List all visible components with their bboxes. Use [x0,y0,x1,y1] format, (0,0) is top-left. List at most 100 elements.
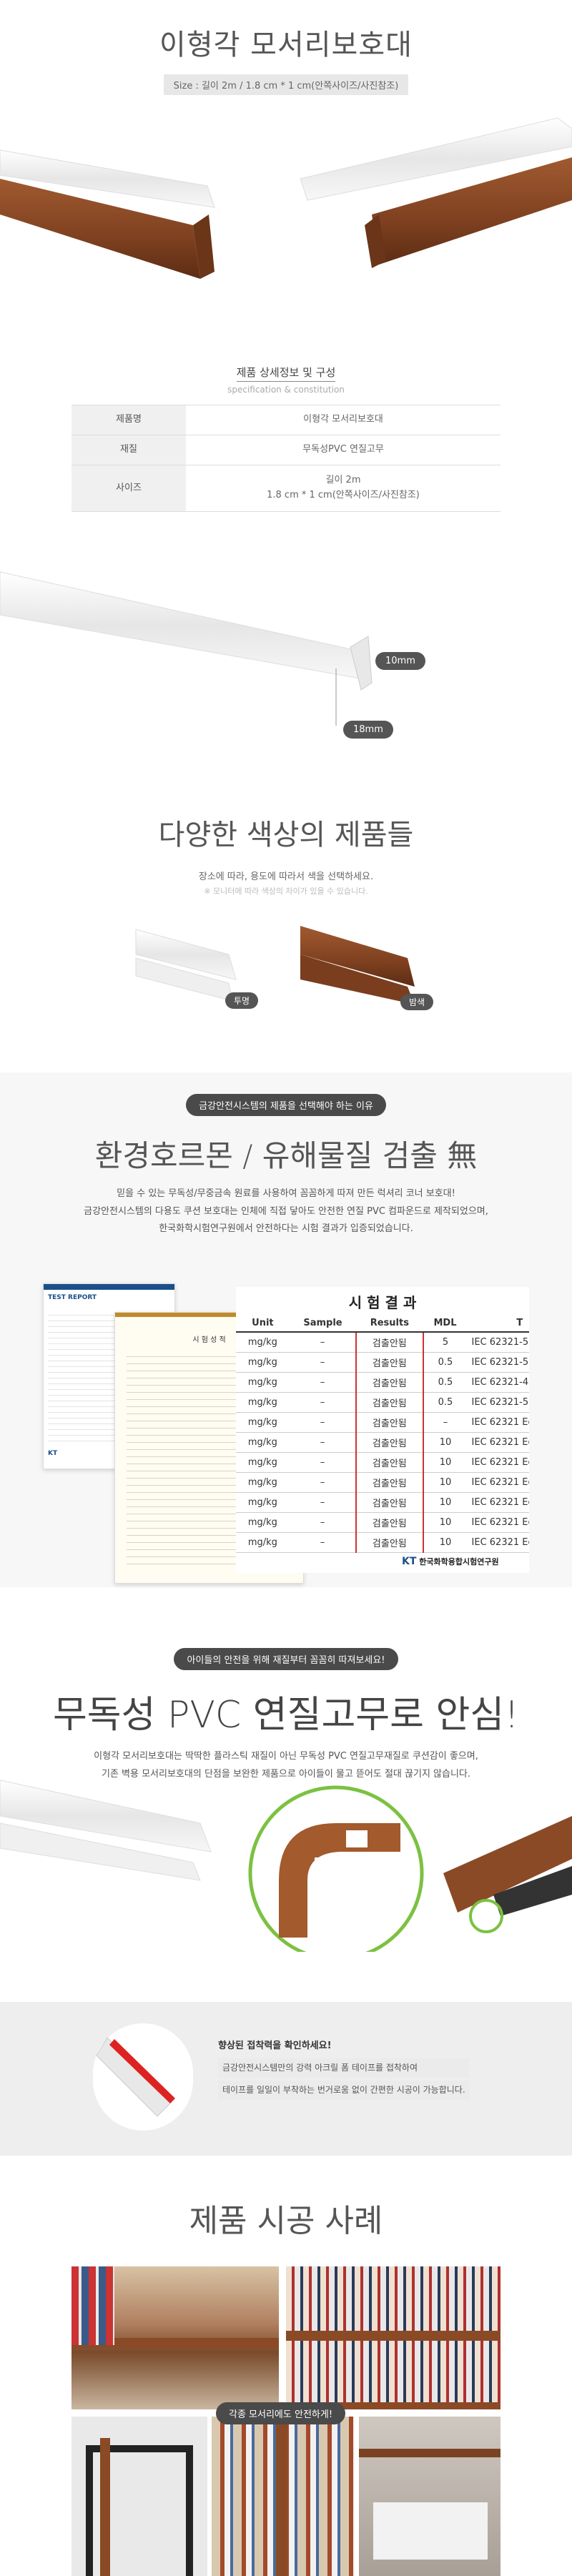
cell-unit: mg/kg [236,1532,290,1553]
case-photo-bookcase [286,2266,500,2409]
spec-table: 제품명 이형각 모서리보호대 재질 무독성PVC 연질고무 사이즈 길이 2m … [72,405,500,513]
cell-sample: – [289,1452,357,1473]
cell-unit: mg/kg [236,1492,290,1513]
color-label-brown: 밤색 [400,994,434,1010]
case-photo-shelf [72,2266,279,2409]
cell-mdl: – [423,1412,468,1433]
cell-result: 검출안됨 [355,1392,424,1413]
dimension-strip-image [0,571,373,726]
cell-sample: – [289,1412,357,1433]
kt-logo-text: 한국화학융합시험연구원 [419,1557,499,1566]
cell-standard: IEC 62321 Ed. [467,1432,529,1453]
safety-section: 아이들의 안전을 위해 재질부터 꼼꼼히 따져보세요! 무독성 PVC 연질고무… [0,1648,572,1783]
kt-logo-mark: KT [402,1556,417,1567]
table-row: mg/kg–검출안됨–IEC 62321 Ed. [236,1412,529,1433]
cell-unit: mg/kg [236,1392,290,1413]
width-label: 10mm [375,652,425,670]
cell-mdl: 0.5 [423,1392,468,1413]
cases-title: 제품 시공 사례 [189,2203,383,2239]
doc-footer-logo: KT [48,1450,58,1457]
cases-tag: 각종 모서리에도 안전하게! [216,2402,346,2424]
environment-line: 금강안전시스템의 다용도 쿠션 보호대는 인체에 직접 닿아도 안전한 연질 P… [84,1205,488,1217]
spec-key: 재질 [72,434,186,465]
safety-line: 기존 벽용 모서리보호대의 단점을 보완한 제품으로 아이들이 물고 뜯어도 절… [101,1768,471,1780]
hero-image [0,100,572,315]
adhesive-section: 향상된 접착력을 확인하세요! 금강안전시스템만의 강력 아크릴 폼 테이프를 … [0,2002,572,2156]
cell-mdl: 5 [423,1332,468,1353]
cell-sample: – [289,1532,357,1553]
cell-standard: IEC 62321 Ed. [467,1512,529,1533]
doc-header: TEST REPORT [48,1294,97,1301]
product-strips-image [0,117,572,279]
column-header: MDL [423,1315,468,1333]
cell-result: 검출안됨 [355,1532,424,1553]
table-header-row: Unit Sample Results MDL T [236,1315,529,1333]
cell-result: 검출안됨 [355,1432,424,1453]
cell-result: 검출안됨 [355,1452,424,1473]
cell-standard: IEC 62321-4 E [467,1372,529,1393]
cell-sample: – [289,1432,357,1453]
colors-subtitle: 장소에 따라, 용도에 따라서 색을 선택하세요. [198,872,374,882]
cell-standard: IEC 62321-5 E [467,1392,529,1413]
column-header: Unit [236,1315,290,1333]
adhesive-text: 향상된 접착력을 확인하세요! 금강안전시스템만의 강력 아크릴 폼 테이프를 … [218,2038,470,2100]
spec-heading: 제품 상세정보 및 구성 [236,365,336,382]
color-sample-image [135,926,415,1005]
colors-title: 다양한 색상의 제품들 [158,819,414,852]
kt-logo: KT 한국화학융합시험연구원 [402,1556,499,1567]
adhesive-line: 테이프를 일일이 부착하는 번거로움 없이 간편한 시공이 가능합니다. [218,2080,470,2100]
header: 이형각 모서리보호대 Size : 길이 2m / 1.8 cm * 1 cm(… [0,21,572,95]
environment-line: 믿을 수 있는 무독성/무중금속 원료를 사용하여 꼼꼼하게 따져 만든 럭셔리… [117,1188,455,1199]
cell-unit: mg/kg [236,1332,290,1353]
cell-mdl: 0.5 [423,1372,468,1393]
cell-sample: – [289,1332,357,1353]
spec-value: 길이 2m 1.8 cm * 1 cm(안쪽사이즈/사진참조) [186,464,500,513]
cell-sample: – [289,1512,357,1533]
spec-value: 무독성PVC 연질고무 [186,434,500,465]
cell-result: 검출안됨 [355,1352,424,1373]
page-title: 이형각 모서리보호대 [159,29,413,61]
cell-sample: – [289,1472,357,1493]
cell-sample: – [289,1352,357,1373]
adhesive-line: 금강안전시스템만의 강력 아크릴 폼 테이프를 접착하여 [218,2058,470,2078]
cell-unit: mg/kg [236,1472,290,1493]
results-panel: 시 험 결 과 Unit Sample Results MDL T mg/kg –… [236,1287,529,1573]
cell-standard: IEC 62321 Ed. [467,1472,529,1493]
cross-section-image [0,1780,572,1961]
cell-standard: IEC 62321-5 E [467,1332,529,1353]
spec-heading-en: specification & constitution [227,385,345,395]
safety-image [0,1773,572,1961]
environment-line: 한국화학시험연구원에서 안전하다는 시험 결과가 입증되었습니다. [159,1223,413,1235]
adhesive-product-image [93,2023,193,2131]
results-table: Unit Sample Results MDL T mg/kg – 검출안됨 5 IEC… [236,1315,529,1553]
spec-key: 제품명 [72,405,186,435]
cell-mdl: 10 [423,1492,468,1513]
safety-tag: 아이들의 안전을 위해 재질부터 꼼꼼히 따져보세요! [174,1648,398,1670]
color-swatches: 투명 밤색 [0,915,572,1022]
cell-standard: IEC 62321 Ed. [467,1532,529,1553]
spec-section: 제품 상세정보 및 구성 specification & constitutio… [0,365,572,513]
safety-title: 무독성 PVC 연질고무로 안심! [52,1694,520,1737]
cell-result: 검출안됨 [355,1512,424,1533]
cell-standard: IEC 62321 Ed. [467,1492,529,1513]
column-header: Results [356,1315,423,1333]
cell-result: 검출안됨 [355,1412,424,1433]
spec-key: 사이즈 [72,464,186,513]
safety-line: 이형각 모서리보호대는 딱딱한 플라스틱 재질이 아닌 무독성 PVC 연질고무… [94,1751,478,1762]
spec-value-line: 길이 2m [325,475,361,486]
colors-section: 다양한 색상의 제품들 장소에 따라, 용도에 따라서 색을 선택하세요. ※ … [0,811,572,897]
cell-unit: mg/kg [236,1452,290,1473]
column-header: T [467,1315,529,1333]
cell-unit: mg/kg [236,1352,290,1373]
cell-mdl: 0.5 [423,1352,468,1373]
cell-unit: mg/kg [236,1372,290,1393]
case-photo-door [72,2417,207,2576]
cell-unit: mg/kg [236,1432,290,1453]
cell-sample: – [289,1492,357,1513]
